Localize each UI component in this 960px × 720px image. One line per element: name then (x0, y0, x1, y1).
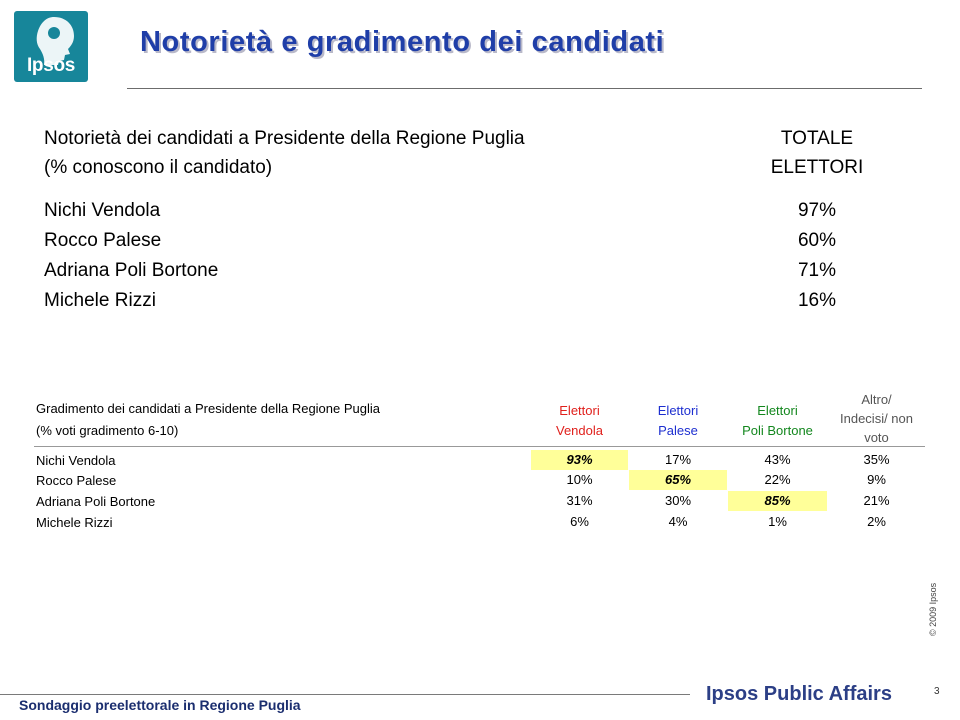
table1-header-line2: (% conoscono il candidato) (44, 157, 273, 178)
rating-cell: 9% (867, 472, 886, 487)
awareness-value: 97% (797, 200, 837, 221)
footer-survey-title: Sondaggio preelettorale in Regione Pugli… (19, 697, 301, 713)
rating-cell: 4% (668, 514, 688, 529)
candidate-name: Michele Rizzi (36, 515, 113, 530)
candidate-name: Adriana Poli Bortone (36, 494, 156, 509)
column-header-palese: Elettori Palese (629, 401, 727, 441)
table2-row: Adriana Poli Bortone 31% 30% 85% 21% (0, 491, 960, 511)
table1-row: Nichi Vendola 97% (44, 200, 844, 230)
title-divider (127, 88, 922, 89)
rating-cell: 1% (768, 514, 787, 529)
table2-row: Rocco Palese 10% 65% 22% 9% (0, 470, 960, 490)
table1-row: Rocco Palese 60% (44, 230, 844, 260)
column-header-line: Indecisi/ non (840, 411, 913, 426)
column-header-line: Altro/ (861, 392, 892, 407)
column-header-line: Vendola (556, 423, 603, 438)
rating-cell: 17% (664, 452, 692, 467)
table2-row: Michele Rizzi 6% 4% 1% 2% (0, 512, 960, 532)
column-header-line: voto (864, 430, 889, 445)
table2-header-line1: Gradimento dei candidati a Presidente de… (36, 401, 380, 416)
column-header-vendola: Elettori Vendola (531, 401, 628, 441)
table2-header-line2: (% voti gradimento 6-10) (36, 423, 179, 438)
awareness-value: 60% (797, 230, 837, 251)
candidate-name: Nichi Vendola (44, 200, 161, 221)
column-header-line: Elettori (757, 403, 798, 418)
table1-row: Adriana Poli Bortone 71% (44, 260, 844, 290)
table1-header-line1: Notorietà dei candidati a Presidente del… (44, 128, 525, 149)
rating-cell: 22% (764, 472, 791, 487)
brand-name: Ipsos Public Affairs (706, 683, 892, 705)
head-silhouette-icon (36, 17, 74, 65)
rating-cell: 10% (566, 472, 593, 487)
copyright-notice: © 2009 Ipsos (928, 582, 938, 636)
rating-cell: 35% (863, 452, 890, 467)
table1-row: Michele Rizzi 16% (44, 290, 844, 320)
ipsos-logo: Ipsos (14, 11, 88, 82)
candidate-name: Rocco Palese (36, 473, 117, 488)
column-header-poli-bortone: Elettori Poli Bortone (728, 401, 827, 441)
awareness-value: 71% (797, 260, 837, 281)
rating-cell: 43% (764, 452, 791, 467)
table2-row: Nichi Vendola 93% 17% 43% 35% (0, 450, 960, 470)
rating-cell: 2% (867, 514, 886, 529)
page-title: Notorietà e gradimento dei candidati (140, 26, 665, 58)
rating-cell-highlighted: 65% (629, 470, 727, 490)
candidate-name: Nichi Vendola (36, 453, 116, 468)
page-number: 3 (934, 686, 940, 697)
table2-divider (34, 446, 925, 447)
column-header-line: Poli Bortone (742, 423, 813, 438)
rating-cell: 31% (566, 493, 593, 508)
column-header-line: Elettori (657, 403, 699, 418)
candidate-name: Rocco Palese (44, 230, 162, 251)
rating-cell: 6% (570, 514, 589, 529)
footer-divider (0, 694, 690, 695)
candidate-name: Michele Rizzi (44, 290, 156, 311)
rating-cell-highlighted: 93% (531, 450, 628, 470)
column-header-line: Palese (658, 423, 698, 438)
awareness-value: 16% (797, 290, 837, 311)
logo-text: Ipsos (26, 55, 76, 76)
table1-total-header-line2: ELETTORI (770, 157, 864, 178)
column-header-line: Elettori (559, 403, 600, 418)
candidate-name: Adriana Poli Bortone (44, 260, 219, 281)
rating-cell-highlighted: 85% (728, 491, 827, 511)
rating-cell: 30% (664, 493, 692, 508)
rating-cell: 21% (863, 493, 890, 508)
table1-total-header-line1: TOTALE (780, 128, 854, 149)
column-header-altro: Altro/ Indecisi/ non voto (828, 390, 925, 447)
